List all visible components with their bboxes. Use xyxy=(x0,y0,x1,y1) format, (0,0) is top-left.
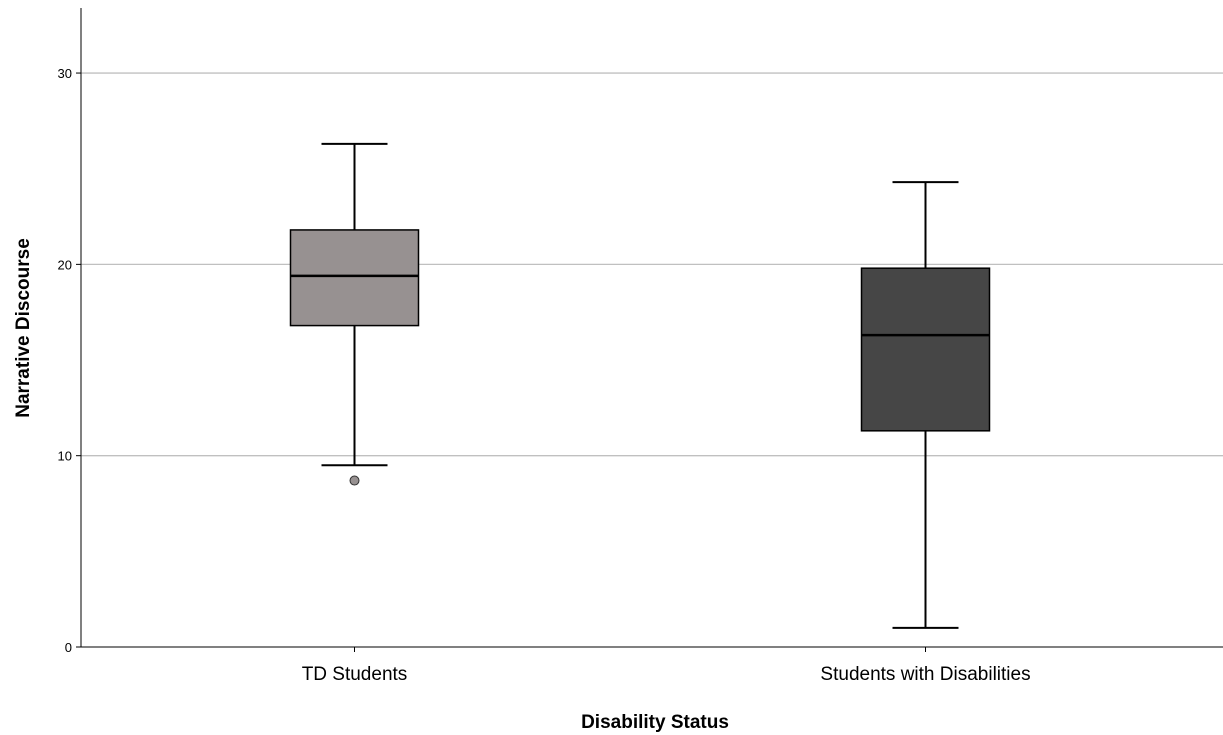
iqr-box-0 xyxy=(289,229,420,327)
category-labels: TD Students Students with Disabilities xyxy=(302,647,1031,685)
box-group-1 xyxy=(860,181,991,629)
boxes xyxy=(289,142,991,629)
x-axis-title: Disability Status xyxy=(581,712,729,733)
y-axis-title: Narrative Discourse xyxy=(13,238,34,418)
y-tick-label-10: 10 xyxy=(58,449,72,464)
category-label-1: Students with Disabilities xyxy=(820,664,1030,685)
category-label-0: TD Students xyxy=(302,664,408,685)
y-tick-label-20: 20 xyxy=(58,257,72,272)
box-group-0 xyxy=(289,142,420,486)
iqr-box-1 xyxy=(860,267,991,432)
y-tick-label-30: 30 xyxy=(58,66,72,81)
y-ticks: 0 10 20 30 xyxy=(58,66,81,655)
outlier-point-0-0 xyxy=(349,475,360,486)
gridlines xyxy=(81,72,1223,457)
y-tick-label-0: 0 xyxy=(65,640,72,655)
